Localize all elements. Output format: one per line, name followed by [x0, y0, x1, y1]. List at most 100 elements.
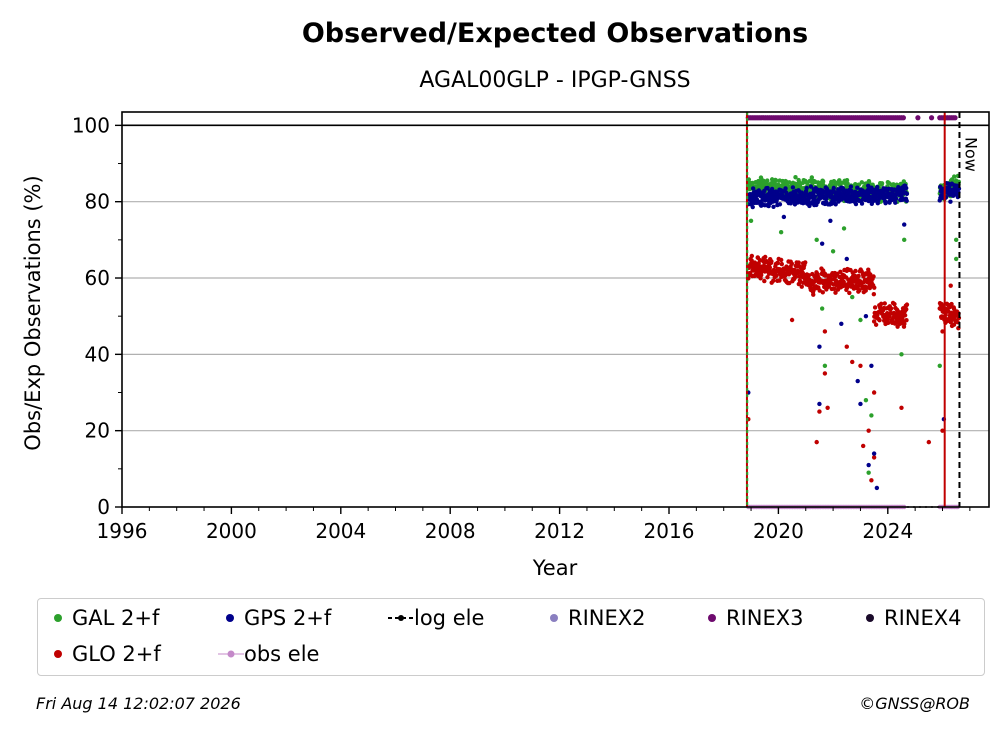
point-gps — [790, 185, 796, 190]
point-glo — [838, 269, 843, 275]
legend-item-log-ele: log ele — [388, 603, 484, 633]
point-glo-outlier — [825, 405, 830, 410]
legend-marker-glo — [54, 650, 62, 658]
point-gps — [859, 201, 865, 206]
legend-label-gal: GAL 2+f — [72, 606, 160, 630]
point-glo — [902, 313, 908, 318]
point-gps — [904, 191, 910, 197]
point-gal-outlier — [899, 352, 904, 357]
point-gps-outlier — [866, 462, 871, 468]
legend-label-gps: GPS 2+f — [244, 606, 332, 630]
point-gps-outlier — [781, 214, 787, 220]
point-glo — [904, 317, 909, 323]
legend: GAL 2+f GPS 2+f log ele RINEX2 RINEX3 RI… — [37, 598, 985, 676]
legend-label-rinex3: RINEX3 — [726, 606, 804, 630]
legend-marker-rinex4 — [866, 614, 874, 622]
point-glo — [892, 301, 897, 307]
point-glo — [769, 259, 774, 264]
point-gal-outlier — [953, 256, 959, 262]
point-gps — [848, 184, 854, 189]
point-gps-outlier — [902, 222, 907, 227]
point-glo — [871, 274, 876, 279]
point-gps-outlier — [863, 313, 869, 319]
point-glo — [857, 288, 862, 293]
point-gal-outlier — [866, 470, 871, 475]
point-glo — [863, 288, 868, 293]
point-glo — [763, 254, 768, 260]
point-glo — [749, 253, 755, 259]
point-gps — [875, 184, 880, 190]
point-glo — [758, 272, 764, 278]
point-glo-outlier — [871, 390, 877, 395]
x-tick-label: 2020 — [753, 519, 804, 543]
point-gal-outlier — [830, 249, 836, 254]
x-tick-label: 1996 — [97, 519, 148, 543]
point-glo-outlier — [858, 363, 863, 368]
legend-item-rinex3: RINEX3 — [706, 603, 804, 633]
point-glo — [885, 320, 891, 326]
point-gps — [831, 185, 836, 191]
legend-marker-gal — [54, 614, 62, 622]
chart-title: Observed/Expected Observations — [302, 18, 808, 49]
point-gps — [893, 200, 898, 205]
point-glo — [902, 321, 907, 327]
chart-subtitle: AGAL00GLP - IPGP-GNSS — [419, 68, 690, 93]
point-glo-outlier — [789, 317, 795, 323]
point-glo — [871, 291, 877, 297]
point-rinex3 — [928, 115, 935, 121]
point-gps — [799, 190, 804, 195]
point-glo — [803, 260, 808, 265]
point-gal-outlier — [819, 306, 825, 311]
point-gps — [855, 185, 860, 190]
legend-label-log-ele: log ele — [414, 606, 485, 630]
point-glo — [831, 286, 837, 292]
point-gal — [793, 175, 798, 180]
point-gal-outlier — [822, 363, 828, 368]
point-gps-outlier — [819, 241, 825, 246]
x-tick-label: 2000 — [206, 519, 257, 543]
point-glo — [796, 260, 801, 265]
point-gal-outlier — [953, 237, 959, 243]
legend-marker-rinex3 — [708, 614, 716, 622]
point-glo — [775, 260, 781, 266]
footer-timestamp: Fri Aug 14 12:02:07 2026 — [36, 694, 241, 713]
point-glo — [872, 285, 877, 290]
point-glo-outlier — [869, 478, 874, 483]
point-glo — [779, 261, 784, 267]
point-glo-outlier — [844, 344, 849, 349]
point-glo-outlier — [822, 371, 828, 376]
point-gps — [766, 203, 771, 209]
legend-marker-log-ele — [388, 615, 414, 621]
point-gps — [883, 201, 888, 206]
point-glo-outlier — [948, 283, 953, 288]
point-glo — [789, 261, 795, 266]
point-gps — [808, 184, 814, 189]
point-gps — [777, 202, 783, 207]
y-tick-label: 40 — [85, 342, 110, 366]
point-gal — [765, 178, 770, 183]
legend-item-rinex2: RINEX2 — [548, 603, 646, 633]
point-glo — [767, 265, 773, 270]
legend-label-rinex4: RINEX4 — [884, 606, 962, 630]
y-tick-label: 100 — [72, 113, 110, 137]
point-gal — [844, 178, 850, 183]
legend-item-obs-ele: obs ele — [218, 639, 319, 669]
legend-marker-rinex2 — [550, 614, 558, 622]
point-glo — [853, 268, 858, 274]
point-gps — [833, 202, 838, 207]
point-glo — [777, 278, 782, 283]
point-glo — [882, 301, 887, 306]
point-glo-outlier — [817, 409, 822, 414]
point-glo — [873, 322, 879, 327]
y-axis-label: Obs/Exp Observations (%) — [21, 175, 45, 450]
point-gps — [948, 199, 953, 204]
y-tick-label: 20 — [85, 419, 110, 443]
point-gps — [765, 185, 770, 191]
point-gal — [839, 180, 844, 186]
legend-item-glo: GLO 2+f — [52, 639, 161, 669]
point-gal-outlier — [902, 237, 907, 243]
point-glo — [904, 302, 910, 307]
point-gal-outlier — [814, 237, 819, 243]
point-gal-outlier — [863, 397, 869, 403]
legend-marker-obs-ele — [218, 650, 244, 658]
